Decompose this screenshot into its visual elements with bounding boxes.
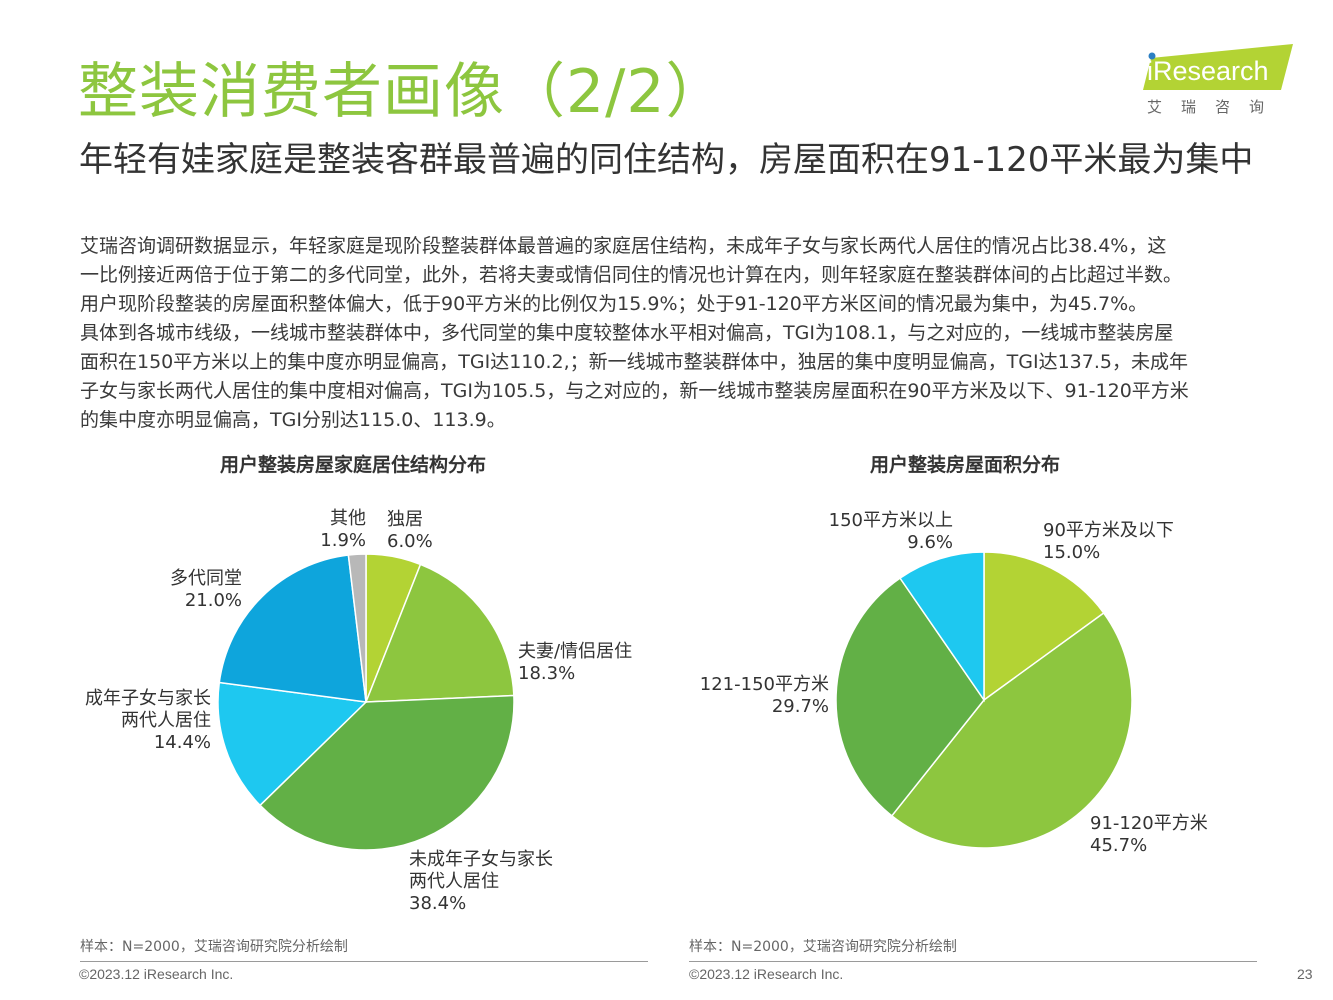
page-number: 23 — [1297, 966, 1313, 982]
body-line: 具体到各城市线级，一线城市整装群体中，多代同堂的集中度较整体水平相对偏高，TGI… — [80, 322, 1174, 344]
iresearch-logo: iResearch — [1143, 44, 1295, 116]
chart-note-right: 样本：N=2000，艾瑞咨询研究院分析绘制 — [689, 939, 957, 955]
body-line: 艾瑞咨询调研数据显示，年轻家庭是现阶段整装群体最普遍的家庭居住结构，未成年子女与… — [80, 235, 1167, 257]
pie-slice-其他 — [347, 553, 367, 703]
page-title: 整装消费者画像（2/2） — [78, 57, 727, 127]
body-paragraph: 艾瑞咨询调研数据显示，年轻家庭是现阶段整装群体最普遍的家庭居住结构，未成年子女与… — [80, 232, 1280, 435]
page-subtitle: 年轻有娃家庭是整装客群最普遍的同住结构，房屋面积在91-120平米最为集中 — [79, 140, 1254, 180]
divider-left — [80, 961, 648, 962]
pie-label-121-150平方米: 121-150平方米 29.7% — [700, 674, 829, 717]
chart-title-area: 用户整装房屋面积分布 — [870, 454, 1061, 476]
pie-slice-成年子女与家长两代人居住 — [217, 681, 368, 807]
pie-label-多代同堂: 多代同堂 21.0% — [170, 568, 242, 611]
pie-label-夫妻-情侣居住: 夫妻/情侣居住 18.3% — [518, 641, 632, 684]
logo-text: iResearch — [1147, 56, 1269, 86]
pie-chart-household: 独居 6.0% 夫妻/情侣居住 18.3% 未成年子女与家长两代人居住 38.4% 成年子女… — [85, 508, 632, 914]
body-line: 一比例接近两倍于位于第二的多代同堂，此外，若将夫妻或情侣同住的情况也计算在内，则… — [80, 264, 1183, 286]
pie-label-90平方米及以下: 90平方米及以下 15.0% — [1043, 520, 1174, 563]
pie-label-未成年子女与家长两代人居住: 未成年子女与家长两代人居住 38.4% — [409, 849, 553, 914]
logo-subtitle: 艾瑞咨询 — [1147, 98, 1284, 116]
body-line: 用户现阶段整装的房屋面积整体偏大，低于90平方米的比例仅为15.9%；处于91-… — [80, 293, 1148, 315]
pie-slice-夫妻-情侣居住 — [364, 563, 515, 703]
pie-slice-90平方米及以下 — [983, 551, 1105, 702]
pie-slice-未成年子女与家长两代人居住 — [258, 694, 515, 851]
divider-right — [689, 961, 1257, 962]
body-line: 面积在150平方米以上的集中度亦明显偏高，TGI达110.2,；新一线城市整装群… — [80, 351, 1188, 373]
pie-slice-121-150平方米 — [835, 577, 985, 817]
pie-label-成年子女与家长两代人居住: 成年子女与家长两代人居住 14.4% — [85, 688, 211, 753]
copyright-left: ©2023.12 iResearch Inc. — [79, 966, 234, 982]
body-line: 子女与家长两代人居住的集中度相对偏高，TGI为105.5，与之对应的，新一线城市… — [80, 380, 1189, 402]
chart-note-left: 样本：N=2000，艾瑞咨询研究院分析绘制 — [80, 939, 348, 955]
pie-label-150平方米以上: 150平方米以上 9.6% — [829, 510, 953, 553]
pie-slice-多代同堂 — [218, 554, 367, 703]
chart-title-household: 用户整装房屋家庭居住结构分布 — [220, 454, 487, 476]
pie-label-独居: 独居 6.0% — [387, 509, 433, 552]
body-line: 的集中度亦明显偏高，TGI分别达115.0、113.9。 — [80, 409, 506, 431]
copyright-right: ©2023.12 iResearch Inc. — [689, 966, 844, 982]
pie-slice-150平方米以上 — [899, 551, 985, 703]
pie-label-91-120平方米: 91-120平方米 45.7% — [1090, 813, 1208, 856]
pie-chart-area: 90平方米及以下 15.0% 91-120平方米 45.7% 121-150平方米 29.… — [700, 510, 1208, 856]
pie-label-其他: 其他 1.9% — [320, 508, 366, 551]
pie-slice-91-120平方米 — [890, 611, 1133, 849]
